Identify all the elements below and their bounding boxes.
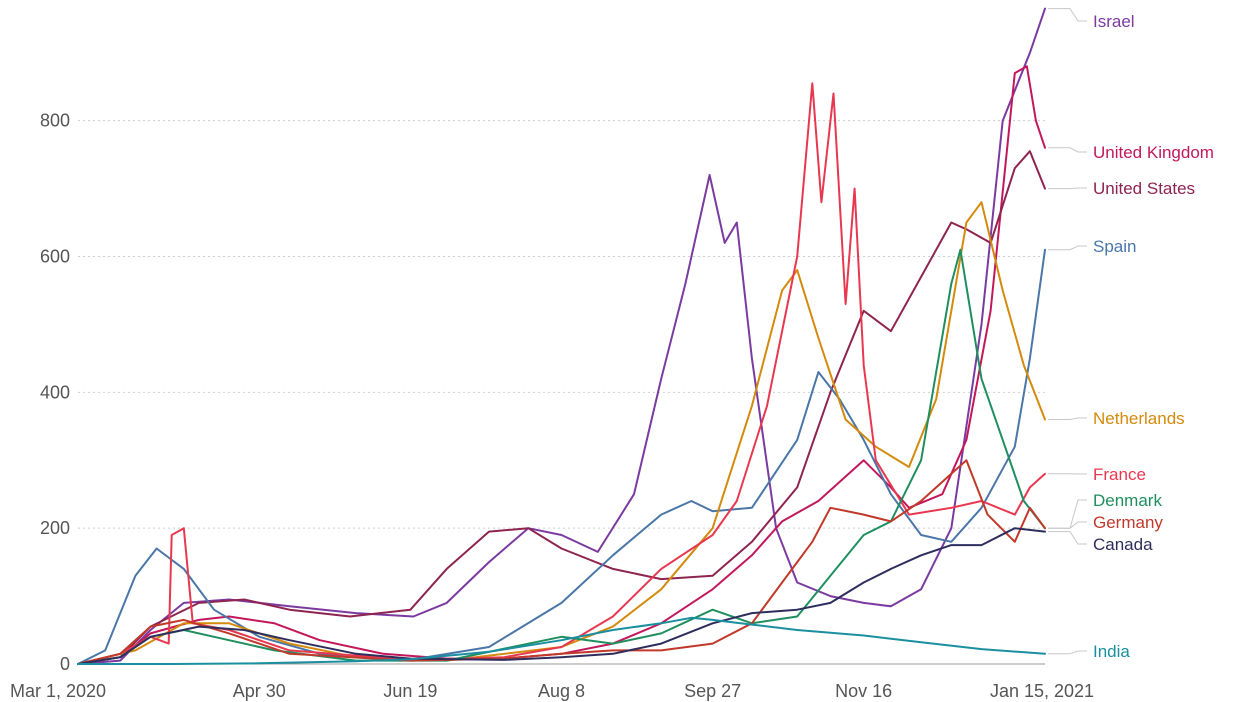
y-axis: 0 200 400 600 800 xyxy=(40,111,70,674)
series-line-germany xyxy=(77,459,1046,665)
series-line-united-states xyxy=(77,150,1046,665)
y-tick-label: 600 xyxy=(40,247,70,267)
series-line-united-kingdom xyxy=(77,65,1046,665)
series-line-india xyxy=(77,616,1046,665)
series-line-israel xyxy=(77,7,1046,665)
x-axis: Mar 1, 2020 Apr 30 Jun 19 Aug 8 Sep 27 Nov 16… xyxy=(10,681,1094,701)
x-tick-label: Aug 8 xyxy=(538,681,585,701)
x-tick-label: Apr 30 xyxy=(233,681,286,701)
series-layer xyxy=(77,7,1046,665)
series-label-spain: Spain xyxy=(1093,237,1136,256)
y-tick-label: 0 xyxy=(60,654,70,674)
y-tick-label: 200 xyxy=(40,518,70,538)
series-labels: Israel United Kingdom United States Spain Ne… xyxy=(1048,8,1214,661)
series-line-france xyxy=(77,82,1046,665)
series-label-france: France xyxy=(1093,465,1146,484)
leader-line-denmark xyxy=(1048,499,1087,529)
series-label-united-kingdom: United Kingdom xyxy=(1093,143,1214,162)
leader-line-spain xyxy=(1048,245,1087,251)
series-line-canada xyxy=(77,527,1046,665)
leader-line-netherlands xyxy=(1048,417,1087,420)
series-label-netherlands: Netherlands xyxy=(1093,409,1185,428)
series-line-spain xyxy=(77,248,1046,665)
series-line-netherlands xyxy=(77,201,1046,665)
x-tick-label: Jun 19 xyxy=(383,681,437,701)
series-label-india: India xyxy=(1093,642,1130,661)
leader-line-united-kingdom xyxy=(1048,147,1087,153)
series-label-germany: Germany xyxy=(1093,513,1163,532)
y-tick-label: 800 xyxy=(40,111,70,131)
x-tick-label: Sep 27 xyxy=(684,681,741,701)
series-label-united-states: United States xyxy=(1093,179,1195,198)
series-label-israel: Israel xyxy=(1093,12,1135,31)
grid-layer xyxy=(78,120,1045,665)
leader-line-united-states xyxy=(1048,187,1087,190)
leader-line-israel xyxy=(1048,8,1087,22)
y-tick-label: 400 xyxy=(40,382,70,402)
x-tick-label: Mar 1, 2020 xyxy=(10,681,106,701)
series-label-canada: Canada xyxy=(1093,535,1153,554)
leader-line-germany xyxy=(1048,521,1087,529)
series-line-denmark xyxy=(77,248,1046,665)
leader-line-india xyxy=(1048,650,1087,655)
x-tick-label: Jan 15, 2021 xyxy=(990,681,1094,701)
x-tick-label: Nov 16 xyxy=(835,681,892,701)
leader-line-canada xyxy=(1048,531,1087,545)
series-label-denmark: Denmark xyxy=(1093,491,1162,510)
